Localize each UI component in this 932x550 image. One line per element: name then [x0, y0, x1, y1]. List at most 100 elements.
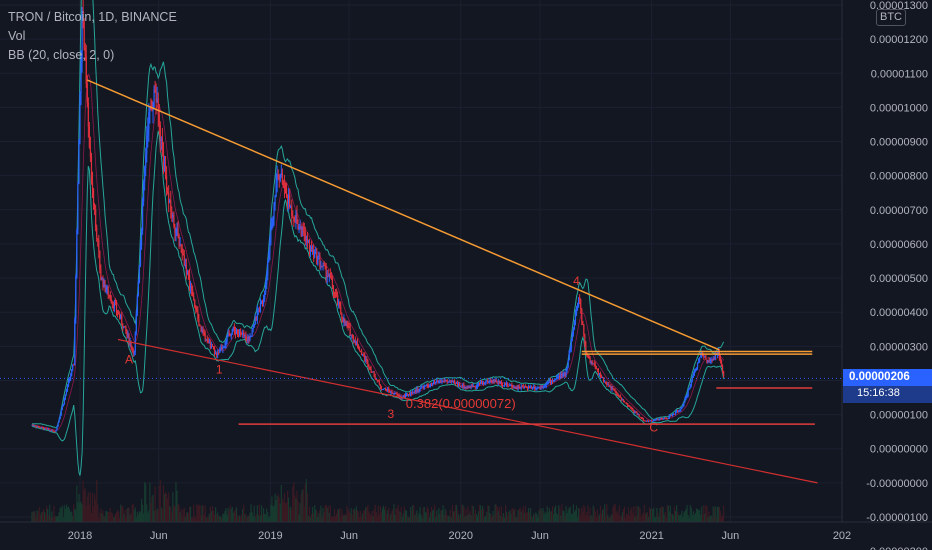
- candle-body: [555, 379, 557, 381]
- candle-body: [544, 386, 546, 388]
- volume-bar: [310, 513, 313, 522]
- volume-bar: [163, 494, 166, 522]
- bollinger-indicator-label[interactable]: BB (20, close, 2, 0): [8, 48, 115, 62]
- candle-body: [95, 209, 97, 228]
- candle-body: [94, 205, 96, 210]
- trend-drawings[interactable]: [0, 79, 842, 484]
- candle-body: [417, 388, 419, 392]
- candle-body: [495, 380, 497, 383]
- candle-body: [391, 391, 393, 393]
- candle-body: [331, 278, 334, 288]
- volume-bar: [37, 511, 39, 522]
- candle-body: [598, 373, 601, 375]
- candle-body: [250, 335, 252, 337]
- candle-body: [294, 221, 296, 223]
- volume-bar: [132, 504, 134, 522]
- volume-bar: [355, 506, 358, 522]
- volume-bar: [409, 517, 411, 522]
- volume-bar: [218, 516, 220, 522]
- volume-bar: [597, 515, 600, 522]
- candle-body: [352, 335, 354, 342]
- candle-body: [116, 310, 119, 314]
- candle-body: [708, 360, 710, 362]
- candle-body: [429, 383, 432, 387]
- volume-bar: [95, 499, 97, 522]
- volume-bar: [410, 506, 412, 522]
- volume-bar: [165, 493, 168, 522]
- volume-bar: [539, 507, 541, 522]
- volume-bar: [418, 513, 420, 522]
- volume-bar: [41, 511, 44, 522]
- candle-body: [501, 384, 504, 386]
- price-axis[interactable]: 0.000013000.000012000.000011000.00001000…: [866, 0, 928, 550]
- candle-body: [145, 154, 147, 168]
- candle-body: [296, 214, 298, 224]
- candle-body: [300, 226, 302, 237]
- volume-bar: [610, 515, 612, 522]
- candle-body: [411, 391, 413, 394]
- volume-bar: [88, 504, 90, 522]
- volume-bar: [128, 507, 130, 522]
- volume-bar: [158, 486, 160, 522]
- volume-bar: [631, 507, 633, 522]
- candle-body: [154, 89, 156, 93]
- candle-body: [513, 387, 515, 389]
- volume-bar: [38, 507, 40, 522]
- volume-bar: [72, 515, 74, 522]
- volume-bar: [606, 504, 608, 522]
- candle-body: [584, 335, 586, 346]
- candle-body: [452, 381, 455, 383]
- volume-bar: [633, 506, 635, 522]
- volume-bar: [635, 506, 637, 522]
- candle-body: [158, 114, 160, 125]
- volume-bar: [351, 515, 353, 522]
- volume-bar: [579, 508, 581, 522]
- volume-bar: [545, 513, 547, 522]
- symbol-title[interactable]: TRON / Bitcoin, 1D, BINANCE: [8, 10, 177, 24]
- volume-bar: [147, 512, 149, 522]
- volume-bar: [278, 497, 280, 522]
- volume-bar: [199, 504, 201, 522]
- candle-body: [77, 183, 79, 231]
- candle-body: [600, 376, 603, 378]
- volume-bar: [703, 505, 705, 522]
- volume-bar: [666, 505, 668, 522]
- volume-bar: [490, 514, 492, 522]
- time-tick-label: 202: [833, 530, 851, 542]
- volume-bar: [474, 509, 476, 522]
- candle-body: [205, 339, 207, 341]
- volume-bar: [689, 504, 691, 522]
- candle-body: [484, 383, 486, 385]
- candle-body: [594, 364, 596, 367]
- volume-bar: [139, 512, 142, 522]
- volume-bar: [32, 512, 34, 522]
- time-axis[interactable]: 2018 Jun 2019 Jun 2020 Jun 2021 Jun 202: [68, 530, 851, 542]
- currency-badge[interactable]: BTC: [876, 9, 906, 26]
- candle-body: [326, 276, 328, 278]
- volume-bar: [185, 512, 187, 522]
- volume-bar: [522, 506, 524, 522]
- candle-body: [499, 381, 501, 384]
- volume-bar: [48, 514, 50, 522]
- candle-body: [474, 386, 476, 388]
- candle-body: [579, 297, 581, 300]
- volume-bar: [369, 514, 371, 522]
- volume-bar: [664, 511, 666, 522]
- bollinger-bands: [31, 0, 725, 476]
- candle-body: [234, 330, 237, 335]
- candle-body: [410, 391, 412, 395]
- candle-body: [621, 399, 624, 401]
- volume-indicator-label[interactable]: Vol: [8, 29, 26, 43]
- volume-bar: [699, 509, 701, 522]
- volume-bar: [143, 513, 145, 522]
- volume-bar: [390, 513, 392, 522]
- candle-body: [362, 354, 364, 356]
- volume-bar: [473, 514, 475, 522]
- volume-bar: [112, 517, 114, 522]
- volume-bar: [52, 517, 54, 522]
- candle-body: [682, 405, 684, 408]
- volume-bar: [79, 503, 81, 522]
- volume-bar: [464, 516, 466, 522]
- candle-body: [270, 225, 272, 243]
